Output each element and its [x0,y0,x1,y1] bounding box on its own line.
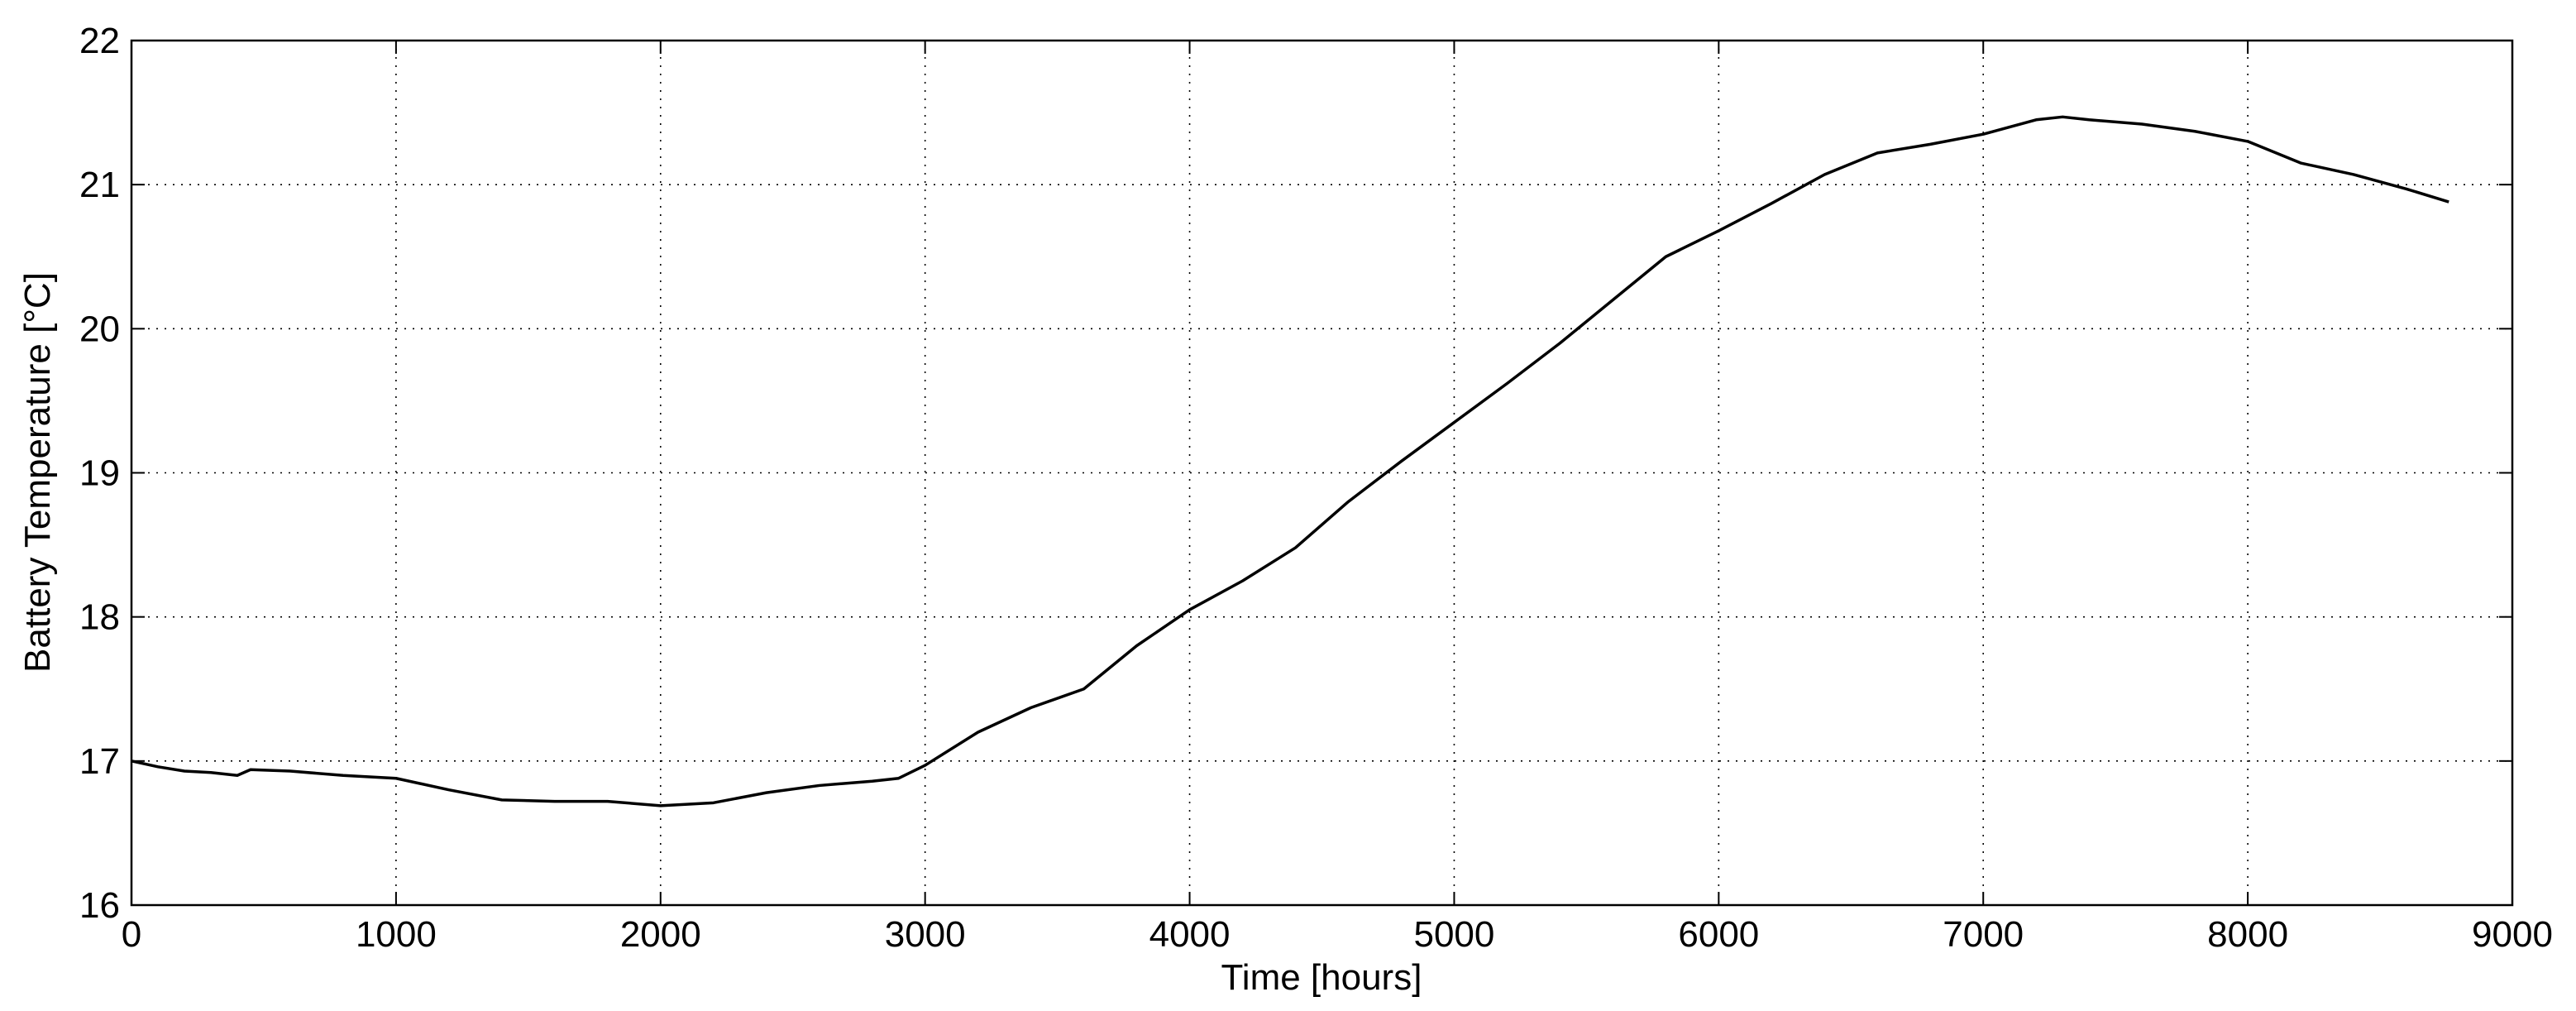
x-tick-label: 4000 [1149,914,1231,955]
x-tick-label: 0 [122,914,141,955]
x-tick-label: 5000 [1413,914,1494,955]
y-tick-label: 18 [79,597,120,638]
y-tick-label: 20 [79,309,120,349]
y-axis-label: Battery Temperature [°C] [17,272,58,673]
x-tick-label: 6000 [1678,914,1759,955]
y-tick-label: 19 [79,453,120,494]
x-tick-label: 7000 [1943,914,2024,955]
x-axis-label: Time [hours] [1221,957,1422,998]
line-series [131,115,2449,807]
x-tick-label: 1000 [356,914,437,955]
plot-frame [130,39,2514,907]
x-tick-label: 9000 [2472,914,2553,955]
x-tick-label: 3000 [885,914,966,955]
y-tick-label: 22 [79,21,120,61]
y-tick-label: 17 [79,741,120,782]
x-tick-label: 8000 [2207,914,2288,955]
y-tick-label: 16 [79,885,120,926]
y-tick-label: 21 [79,165,120,205]
x-tick-label: 2000 [620,914,701,955]
